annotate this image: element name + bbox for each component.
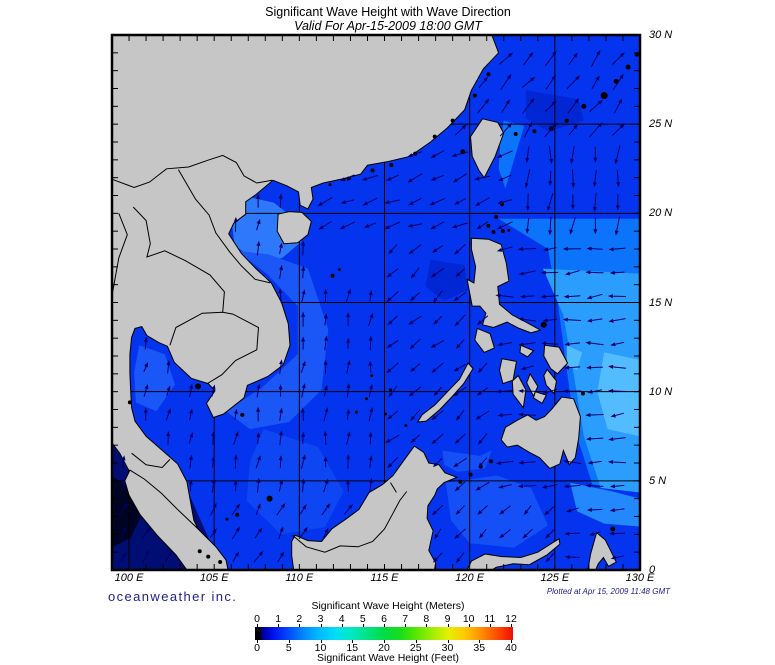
axis-tick-marks	[113, 36, 639, 569]
legend-tick-mark	[415, 640, 417, 643]
land-samar	[543, 344, 569, 375]
legend-tick-label: 9	[444, 613, 451, 625]
legend-tick-label: 5	[285, 642, 292, 654]
legend-tick-mark	[257, 624, 258, 627]
legend-tick-label: 0	[254, 613, 260, 625]
legend-title-meters: Significant Wave Height (Meters)	[311, 600, 465, 612]
lat-label: 15 N	[649, 296, 673, 309]
legend-tick-label: 10	[462, 613, 475, 625]
land-halmahera	[587, 531, 617, 569]
legend-tick-label: 35	[473, 642, 486, 654]
legend-tick-label: 40	[505, 642, 517, 654]
land-luzon	[466, 237, 542, 334]
plotted-timestamp: Plotted at Apr 15, 2009 11:48 GMT	[546, 587, 670, 596]
map-frame	[110, 33, 642, 572]
legend-tick-label: 7	[402, 613, 409, 625]
legend-tick-label: 2	[296, 613, 303, 625]
legend-tick-mark	[278, 624, 280, 627]
legend-tick-mark	[320, 640, 322, 643]
legend-tick-label: 0	[254, 642, 260, 654]
lon-label: 115 E	[370, 572, 399, 584]
legend-tick-label: 25	[409, 642, 422, 654]
legend-tick-label: 8	[423, 613, 430, 625]
land-negros	[511, 374, 527, 409]
land-leyte	[543, 368, 558, 395]
lon-label: 100 E	[114, 572, 144, 584]
legend-tick-mark	[352, 640, 354, 643]
wave-direction-arrows	[119, 49, 627, 564]
lon-label: 105 E	[199, 572, 229, 584]
legend-tick-label: 12	[505, 613, 517, 625]
legend-tick-mark	[384, 640, 385, 643]
legend-tick-mark	[489, 624, 491, 627]
land-palawan	[416, 362, 474, 423]
legend-tick-mark	[257, 640, 258, 643]
legend-title-feet: Significant Wave Height (Feet)	[316, 652, 459, 664]
small-islands	[127, 52, 639, 564]
landmasses	[113, 36, 617, 569]
country-borders	[113, 154, 408, 553]
oceanweather-logo-text: oceanweather inc.	[108, 589, 238, 604]
legend-tick-label: 1	[275, 613, 282, 625]
legend-tick-label: 6	[381, 613, 387, 625]
legend-tick-mark	[320, 624, 322, 627]
land-mainland	[113, 36, 500, 548]
lat-label: 10 N	[649, 385, 673, 398]
legend-tick-mark	[447, 640, 449, 643]
lat-label: 25 N	[649, 118, 673, 131]
legend-tick-label: 4	[338, 613, 345, 625]
legend-tick-mark	[341, 624, 343, 627]
legend-tick-mark	[426, 624, 428, 627]
land-hainan	[276, 211, 312, 245]
legend-tick-mark	[511, 640, 512, 643]
page-title: Significant Wave Height with Wave Direct…	[265, 5, 511, 19]
land-bohol	[532, 391, 548, 405]
land-masbate	[519, 344, 535, 358]
legend-tick-label: 30	[441, 642, 454, 654]
land-sulawesi	[467, 537, 561, 569]
lon-label: 130 E	[625, 572, 655, 584]
legend-tick-label: 11	[484, 613, 496, 625]
legend-tick-mark	[447, 624, 449, 627]
legend-tick-label: 3	[317, 613, 324, 625]
legend-tick-label: 10	[314, 642, 327, 654]
lat-label: 20 N	[649, 207, 673, 220]
legend-tick-mark	[288, 640, 290, 643]
land-mindoro	[474, 327, 496, 354]
lat-label: 5 N	[649, 474, 667, 487]
valid-time-subtitle: Valid For Apr-15-2009 18:00 GMT	[294, 19, 482, 33]
legend-tick-mark	[362, 624, 364, 627]
lon-label: 125 E	[540, 572, 570, 584]
land-borneo	[291, 445, 459, 569]
land-sumatra	[124, 469, 229, 569]
lat-label: 30 N	[649, 29, 673, 41]
lon-label: 120 E	[455, 572, 485, 584]
legend-tick-mark	[405, 624, 407, 627]
legend-tick-mark	[299, 624, 301, 627]
legend-tick-label: 20	[378, 642, 390, 654]
land-mindanao	[500, 396, 581, 469]
legend-tick-mark	[468, 624, 470, 627]
legend-tick-mark	[479, 640, 481, 643]
legend-tick-mark	[511, 624, 512, 627]
legend-tick-mark	[384, 624, 385, 627]
land-panay	[498, 358, 518, 385]
lat-label: 0	[649, 564, 656, 576]
legend-tick-label: 5	[359, 613, 366, 625]
wave-height-colorbar	[255, 627, 513, 640]
legend-tick-label: 15	[346, 642, 359, 654]
lon-label: 110 E	[285, 572, 314, 584]
land-cebu	[526, 372, 539, 398]
